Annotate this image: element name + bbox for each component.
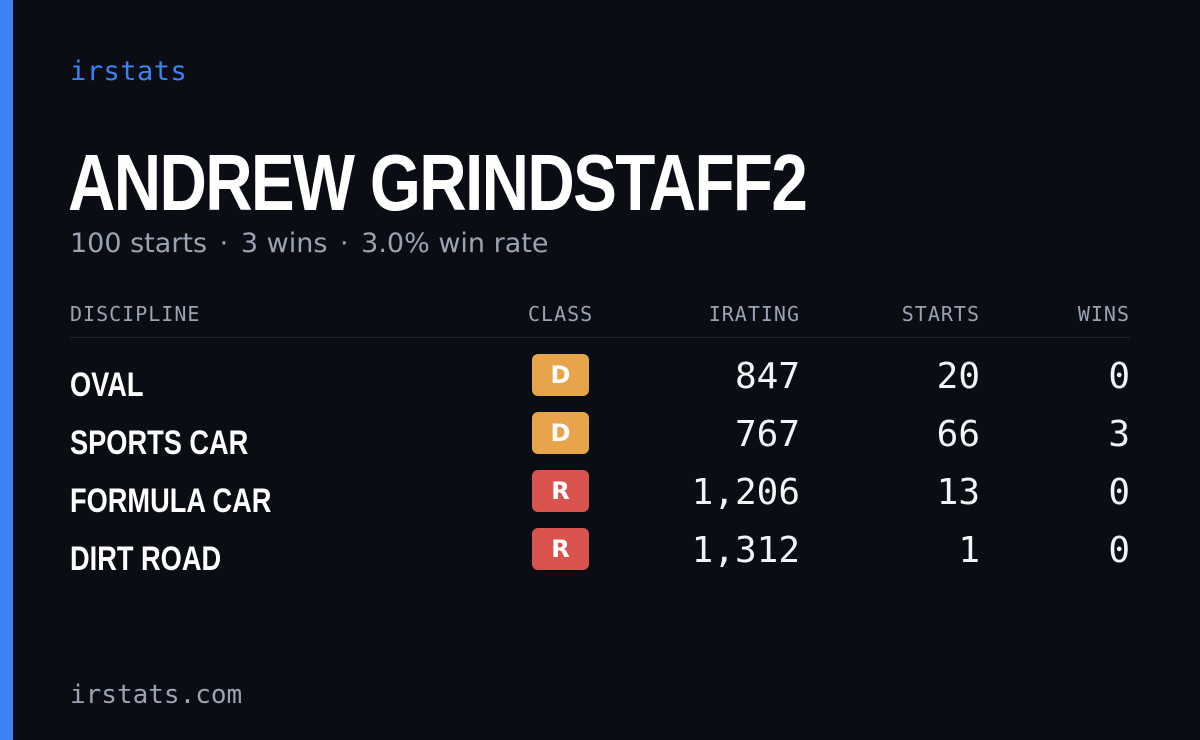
- row-irating: 847: [734, 356, 800, 397]
- table-body: OVAL D 847 20 0 SPORTS CAR D 767 66 3 FORMULA CAR R…: [70, 354, 1130, 586]
- footer-url: irstats.com: [70, 680, 243, 710]
- class-badge: R: [532, 528, 589, 570]
- header-starts: STARTS: [901, 302, 980, 326]
- row-starts: 66: [936, 414, 980, 455]
- row-starts: 1: [958, 530, 980, 571]
- row-class: D: [532, 354, 589, 396]
- row-class: R: [532, 470, 589, 512]
- row-irating: 1,312: [691, 530, 800, 571]
- row-starts: 13: [936, 472, 980, 513]
- row-discipline: OVAL: [70, 366, 144, 404]
- class-badge: R: [532, 470, 589, 512]
- wins-summary: 3 wins: [240, 228, 328, 259]
- table-row: FORMULA CAR R 1,206 13 0: [70, 470, 1130, 528]
- discipline-table: DISCIPLINE CLASS IRATING STARTS WINS OVA…: [70, 300, 1130, 586]
- row-wins: 0: [1108, 472, 1130, 513]
- row-discipline: FORMULA CAR: [70, 482, 272, 520]
- row-discipline: SPORTS CAR: [70, 424, 249, 462]
- row-irating: 767: [734, 414, 800, 455]
- row-wins: 3: [1108, 414, 1130, 455]
- table-header: DISCIPLINE CLASS IRATING STARTS WINS: [70, 300, 1130, 338]
- win-rate-summary: 3.0% win rate: [361, 228, 549, 259]
- row-wins: 0: [1108, 530, 1130, 571]
- row-wins: 0: [1108, 356, 1130, 397]
- driver-summary: 100 starts · 3 wins · 3.0% win rate: [70, 228, 548, 259]
- header-irating: IRATING: [708, 302, 800, 326]
- header-class: CLASS: [528, 302, 594, 326]
- class-badge: D: [532, 354, 589, 396]
- brand-logo-text: irstats: [70, 56, 188, 87]
- accent-bar: [0, 0, 13, 740]
- driver-name: ANDREW GRINDSTAFF2: [68, 138, 808, 227]
- table-row: SPORTS CAR D 767 66 3: [70, 412, 1130, 470]
- starts-summary: 100 starts: [70, 228, 208, 259]
- header-discipline: DISCIPLINE: [70, 302, 201, 326]
- table-row: OVAL D 847 20 0: [70, 354, 1130, 412]
- table-row: DIRT ROAD R 1,312 1 0: [70, 528, 1130, 586]
- row-class: R: [532, 528, 589, 570]
- row-discipline: DIRT ROAD: [70, 540, 222, 578]
- row-starts: 20: [936, 356, 980, 397]
- row-class: D: [532, 412, 589, 454]
- class-badge: D: [532, 412, 589, 454]
- header-wins: WINS: [1077, 302, 1130, 326]
- row-irating: 1,206: [691, 472, 800, 513]
- summary-separator: ·: [219, 228, 229, 259]
- summary-separator: ·: [339, 228, 349, 259]
